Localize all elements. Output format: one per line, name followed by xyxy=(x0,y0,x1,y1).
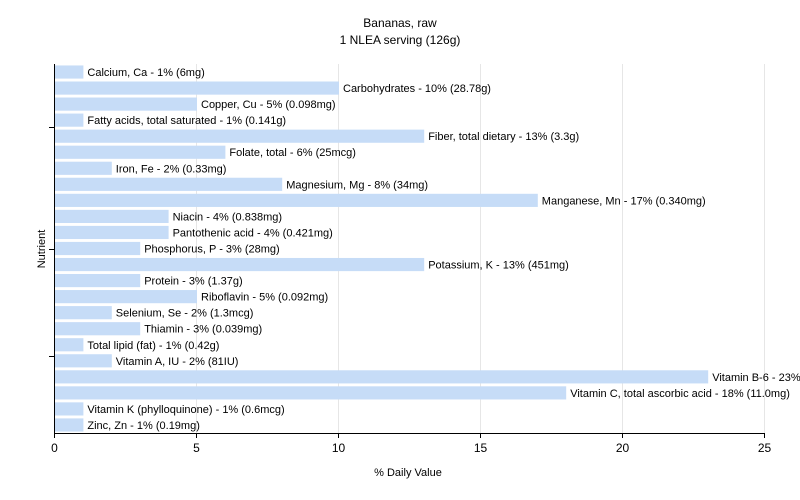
bar-label: Manganese, Mn - 17% (0.340mg) xyxy=(542,195,706,207)
bar-label: Riboflavin - 5% (0.092mg) xyxy=(201,292,328,304)
bar-label: Folate, total - 6% (25mcg) xyxy=(229,147,356,159)
chart-subtitle: 1 NLEA serving (126g) xyxy=(340,33,461,47)
bar-label: Fiber, total dietary - 13% (3.3g) xyxy=(428,131,579,143)
x-tick-label: 0 xyxy=(51,441,58,455)
bar xyxy=(55,225,169,240)
bar-label: Calcium, Ca - 1% (6mg) xyxy=(87,67,204,79)
x-tick-label: 15 xyxy=(474,441,488,455)
bar-label: Copper, Cu - 5% (0.098mg) xyxy=(201,99,336,111)
x-axis-label: % Daily Value xyxy=(374,467,442,479)
bar-label: Niacin - 4% (0.838mg) xyxy=(173,211,282,223)
bar xyxy=(55,338,84,352)
bar xyxy=(55,97,197,111)
bar xyxy=(55,209,169,223)
bar xyxy=(55,386,567,400)
bar-label: Fatty acids, total saturated - 1% (0.141… xyxy=(87,115,286,127)
y-axis-label: Nutrient xyxy=(36,230,48,269)
bar-label: Phosphorus, P - 3% (28mg) xyxy=(144,244,280,256)
bar xyxy=(55,145,226,159)
bar-label: Protein - 3% (1.37g) xyxy=(144,276,242,288)
bar xyxy=(55,65,84,79)
bar-label: Carbohydrates - 10% (28.78g) xyxy=(343,83,491,95)
bars: Calcium, Ca - 1% (6mg) Carbohydrates - 10… xyxy=(55,65,800,432)
bar xyxy=(55,177,283,191)
bar xyxy=(55,241,141,256)
x-tick-label: 20 xyxy=(616,441,630,455)
bar xyxy=(55,81,339,95)
bar xyxy=(55,274,141,288)
bar xyxy=(55,113,84,127)
chart-title: Bananas, raw xyxy=(363,16,437,30)
bar xyxy=(55,129,425,143)
bar xyxy=(55,306,112,320)
bar-label: Pantothenic acid - 4% (0.421mg) xyxy=(173,227,333,239)
bar-label: Thiamin - 3% (0.039mg) xyxy=(144,324,262,336)
bar xyxy=(55,370,709,384)
bar-label: Vitamin C, total ascorbic acid - 18% (11… xyxy=(570,388,790,400)
bar xyxy=(55,290,197,304)
bar-label: Iron, Fe - 2% (0.33mg) xyxy=(116,163,227,175)
axes: 0 5 10 15 20 25 xyxy=(49,64,771,455)
bar-label: Vitamin A, IU - 2% (81IU) xyxy=(116,356,239,368)
bar xyxy=(55,418,84,432)
bar-label: Vitamin B-6 - 23% (0.462mg) xyxy=(712,372,800,384)
bar-label: Potassium, K - 13% (451mg) xyxy=(428,260,569,272)
x-tick-label: 25 xyxy=(758,441,772,455)
bar xyxy=(55,161,112,175)
bar xyxy=(55,257,425,272)
bar-label: Zinc, Zn - 1% (0.19mg) xyxy=(87,420,199,432)
bar xyxy=(55,402,84,416)
bar xyxy=(55,193,538,207)
bar-label: Total lipid (fat) - 1% (0.42g) xyxy=(87,340,219,352)
bar-label: Selenium, Se - 2% (1.3mcg) xyxy=(116,308,254,320)
bar xyxy=(55,322,141,336)
bar xyxy=(55,354,112,368)
bar-label: Vitamin K (phylloquinone) - 1% (0.6mcg) xyxy=(87,404,284,416)
x-tick-label: 5 xyxy=(193,441,200,455)
x-tick-label: 10 xyxy=(332,441,346,455)
bar-label: Magnesium, Mg - 8% (34mg) xyxy=(286,179,428,191)
